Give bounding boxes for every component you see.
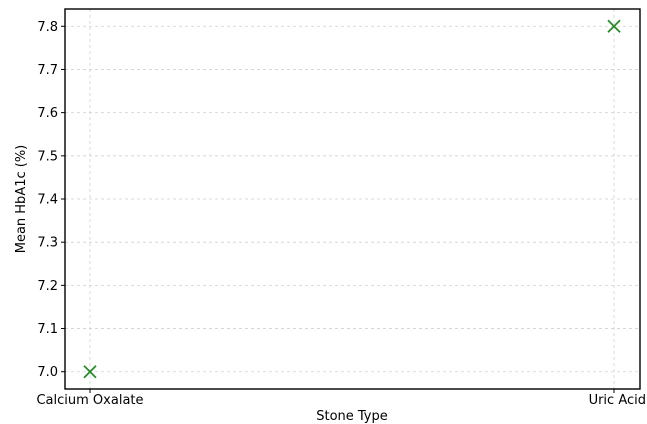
y-tick-label: 7.4 [37, 193, 58, 208]
y-tick-label: 7.2 [37, 279, 58, 294]
data-point-stroke [607, 19, 621, 33]
grid [65, 9, 640, 389]
x-axis-ticks: Calcium Oxalate Uric Acid [36, 389, 646, 408]
x-tick-label: Calcium Oxalate [36, 393, 143, 408]
x-axis-label: Stone Type [316, 409, 388, 424]
y-tick-label: 7.8 [37, 20, 58, 35]
y-tick-label: 7.1 [37, 322, 58, 337]
data-points [83, 19, 621, 379]
y-axis-ticks: 7.0 7.1 7.2 7.3 7.4 7.5 7.6 7.7 7.8 [37, 20, 65, 380]
y-tick-label: 7.0 [37, 365, 58, 380]
y-tick-label: 7.6 [37, 106, 58, 121]
y-tick-label: 7.5 [37, 149, 58, 164]
y-axis-label: Mean HbA1c (%) [14, 145, 29, 254]
y-tick-label: 7.3 [37, 236, 58, 251]
plot-frame [64, 8, 641, 390]
data-point [607, 19, 621, 33]
x-tick-label: Uric Acid [589, 393, 646, 408]
y-tick-label: 7.7 [37, 63, 58, 78]
data-point-stroke [83, 365, 97, 379]
data-point [83, 365, 97, 379]
